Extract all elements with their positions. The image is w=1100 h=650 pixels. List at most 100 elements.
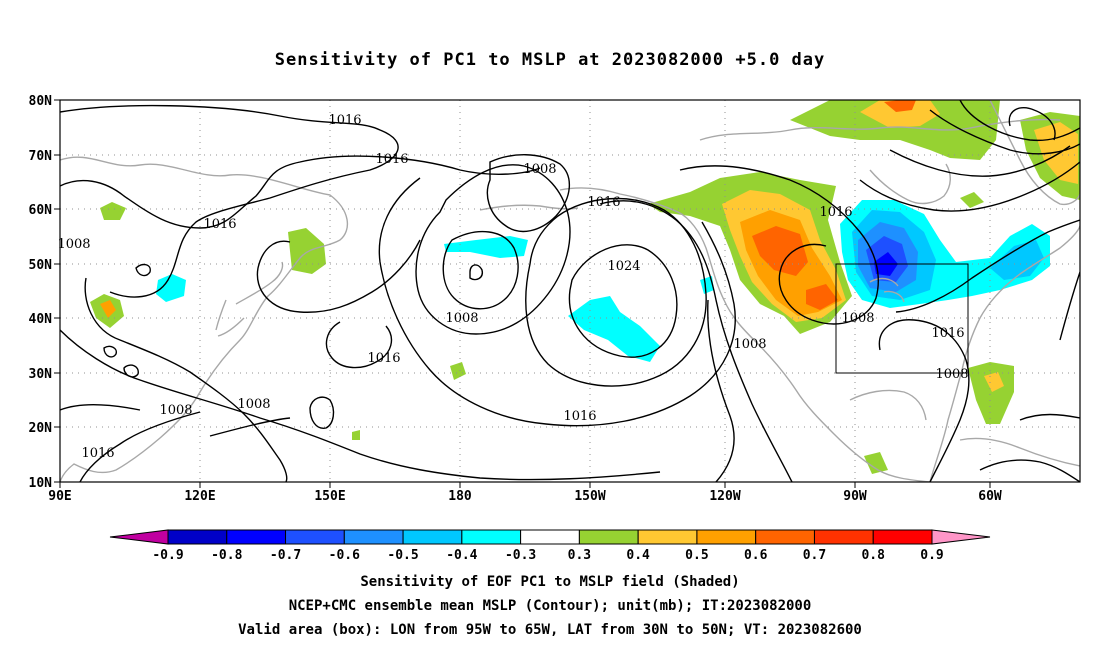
contour-label: 1008: [57, 237, 90, 252]
colorbar-segment: [755, 529, 815, 545]
coastline-gulf: [849, 389, 927, 421]
sensitivity-shading: [90, 100, 1080, 474]
contour-label: 1008: [237, 397, 270, 412]
colorbar-segment: [872, 529, 933, 545]
coastline-alaska: [559, 187, 931, 482]
lat-label: 20N: [29, 421, 53, 436]
contour-line: [309, 396, 335, 429]
coastline-great-lakes: [869, 277, 905, 303]
shade-green: [960, 192, 984, 208]
colorbar-label: 0.4: [626, 548, 650, 563]
contour-line: [442, 230, 519, 310]
lon-label: 90W: [843, 489, 867, 504]
contour-line: [103, 345, 117, 358]
contour-line: [60, 404, 141, 411]
coastline-japan: [217, 261, 284, 337]
contour-line: [378, 177, 736, 427]
contour-label: 1016: [203, 217, 236, 232]
contour-line: [60, 329, 661, 481]
contour-line: [929, 109, 1080, 155]
colorbar-segment: [226, 529, 287, 545]
map-border: [59, 99, 1081, 483]
contour-label: 1008: [935, 367, 968, 382]
contour-label: 1016: [81, 446, 114, 461]
colorbar-segment: [696, 529, 757, 545]
colorbar-segment: [285, 529, 345, 545]
contour-line: [599, 200, 793, 482]
longitude-labels: 90E 120E 150E 180 150W 120W 90W 60W: [48, 489, 1002, 504]
colorbar-label: 0.3: [568, 548, 591, 563]
contour-line: [959, 100, 1080, 142]
lat-label: 70N: [29, 149, 53, 164]
shade-gold: [984, 372, 1004, 392]
contour-labels: 1016 1016 1016 1008 1016 1016 1024 1008 …: [57, 113, 968, 461]
shade-cyan: [568, 296, 660, 362]
contour-line: [525, 197, 707, 387]
colorbar-label: 0.6: [744, 548, 768, 563]
lon-label: 150E: [314, 489, 345, 504]
shade-green: [100, 202, 126, 220]
contour-line: [979, 459, 1080, 482]
shade-gold: [860, 100, 940, 128]
contour-line: [209, 417, 291, 437]
colorbar-label: 0.5: [685, 548, 708, 563]
coastline-canada-arctic: [699, 118, 1061, 141]
shade-cyan: [700, 276, 714, 294]
contour-line: [679, 165, 879, 325]
colorbar-segment: [637, 529, 698, 545]
lon-label: 120W: [709, 489, 740, 504]
shade-green: [968, 362, 1014, 424]
colorbar-segment: [578, 529, 639, 545]
coastline-hudson: [869, 163, 951, 205]
contour-line: [84, 277, 288, 482]
contour-label: 1024: [607, 259, 640, 274]
contour-line: [325, 321, 393, 369]
contour-line: [469, 264, 484, 281]
lat-label: 80N: [29, 94, 53, 109]
contour-line: [707, 299, 735, 482]
shade-green: [450, 362, 466, 380]
colorbar-label: -0.6: [329, 548, 360, 563]
contour-line: [135, 263, 151, 277]
contour-label: 1008: [445, 311, 478, 326]
contour-label: 1008: [523, 162, 556, 177]
contour-label: 1016: [819, 205, 852, 220]
colorbar-segment: [813, 529, 874, 545]
lon-label: 60W: [978, 489, 1002, 504]
contour-label: 1016: [367, 351, 400, 366]
colorbar: -0.9 -0.8 -0.7 -0.6 -0.5 -0.4 -0.3 0.3 0.4 0.5 0.6…: [109, 529, 991, 563]
shade-darkorange: [752, 226, 808, 276]
contour-label: 1008: [159, 403, 192, 418]
lat-label: 50N: [29, 258, 53, 273]
shade-green: [790, 100, 1000, 160]
colorbar-label: -0.5: [387, 548, 418, 563]
contour-line: [256, 239, 421, 313]
contour-line: [60, 104, 399, 298]
shade-green: [288, 228, 326, 274]
colorbar-segment: [402, 529, 463, 545]
contour-line: [895, 219, 1080, 313]
lat-label: 60N: [29, 203, 53, 218]
contour-line: [878, 319, 970, 482]
shade-green: [864, 452, 888, 474]
contour-line: [859, 161, 1080, 212]
contour-line: [1059, 271, 1080, 341]
contour-label: 1008: [733, 337, 766, 352]
lon-label: 120E: [184, 489, 215, 504]
lon-label: 180: [448, 489, 472, 504]
colorbar-label: -0.9: [152, 548, 183, 563]
coastline-asia: [60, 156, 349, 482]
contour-line: [60, 155, 541, 229]
contour-label: 1016: [931, 326, 964, 341]
colorbar-segment: [109, 529, 169, 545]
colorbar-label: -0.8: [211, 548, 242, 563]
shade-cyan: [444, 236, 528, 258]
shade-orange: [100, 300, 116, 318]
shade-cyan: [156, 274, 186, 302]
colorbar-segment: [167, 529, 228, 545]
shade-gold: [1034, 122, 1078, 184]
mslp-contours: [60, 100, 1080, 482]
contour-line: [486, 154, 571, 233]
colorbar-segment: [461, 529, 522, 545]
map-title: Sensitivity of PC1 to MSLP at 2023082000…: [274, 50, 826, 70]
